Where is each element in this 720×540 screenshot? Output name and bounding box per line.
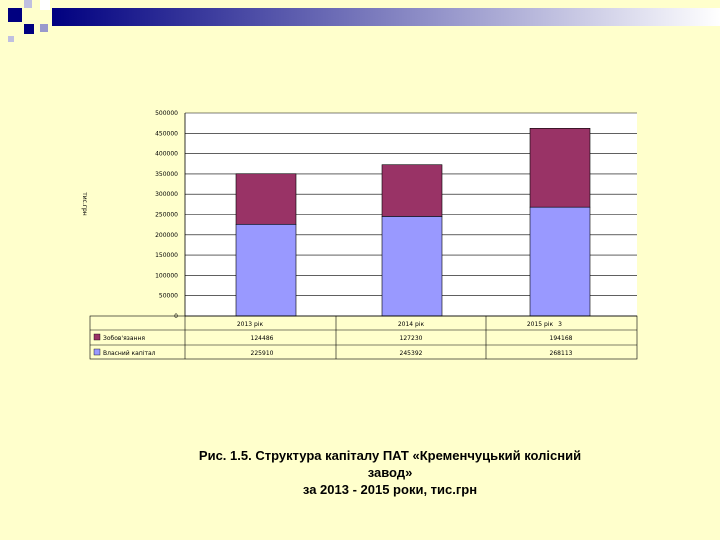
y-tick-label: 300000 [155,191,178,198]
legend-swatch-zobov [93,333,101,341]
bar-vlasnyi-kapital [529,206,591,317]
bar-zobovyazannya [529,128,591,208]
category-label-2014: 2014 рік [398,321,425,328]
table-cell-zobov-2014: 127230 [400,335,423,342]
figure-caption: Рис. 1.5. Структура капіталу ПАТ «Кремен… [160,447,620,498]
deco-square [24,24,34,34]
capital-structure-chart: 0500001000001500002000002500003000003500… [81,110,638,360]
y-tick-label: 0 [174,313,178,320]
bar-zobovyazannya [381,164,443,217]
caption-line-2: завод» [367,465,413,480]
y-tick-label: 400000 [155,151,178,158]
y-tick-label: 100000 [155,272,178,279]
legend-label-zobov: Зобов'язання [103,335,145,342]
legend-swatch-vlasnyi [93,348,101,356]
caption-line-1: Рис. 1.5. Структура капіталу ПАТ «Кремен… [198,448,582,463]
y-tick-label: 450000 [155,130,178,137]
table-cell-vlasnyi-2013: 225910 [251,350,274,357]
title-bar-decoration [8,0,720,42]
y-tick-label: 50000 [159,293,178,300]
legend-label-vlasnyi: Власний капітал [103,350,156,357]
y-tick-label: 500000 [155,110,178,117]
table-cell-zobov-2015: 194168 [550,335,573,342]
bar-vlasnyi-kapital [235,223,297,317]
bar-vlasnyi-kapital [381,216,443,317]
y-axis-label: тис.грн [81,192,88,216]
deco-square [8,8,22,22]
category-label-2013: 2013 рік [237,321,264,328]
y-tick-label: 250000 [155,212,178,219]
bar-zobovyazannya [235,173,297,225]
table-cell-vlasnyi-2014: 245392 [400,350,423,357]
table-cell-vlasnyi-2015: 268113 [550,350,573,357]
caption-line-3: за 2013 - 2015 роки, тис.грн [302,482,478,497]
deco-square [24,0,32,8]
data-table-frame [89,315,638,360]
stray-mark: 3 [558,321,562,328]
y-tick-label: 350000 [155,171,178,178]
table-cell-zobov-2013: 124486 [251,335,274,342]
title-gradient-bar [52,8,720,26]
deco-square [40,0,50,10]
deco-square [40,24,48,32]
y-tick-label: 200000 [155,232,178,239]
category-label-2015: 2015 рік [527,321,554,328]
deco-square [8,36,14,42]
y-tick-label: 150000 [155,252,178,259]
